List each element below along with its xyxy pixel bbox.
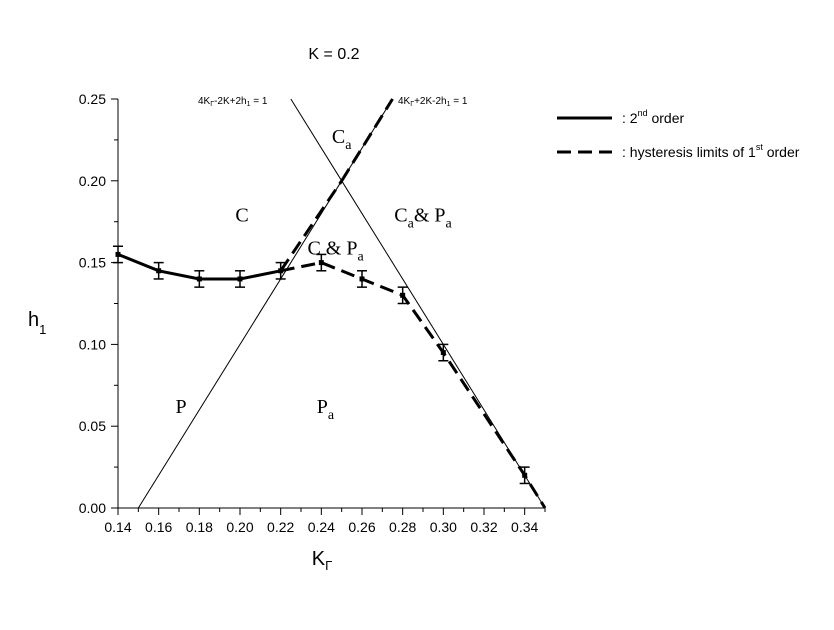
x-tick-label-0.16: 0.16	[145, 519, 172, 535]
series-1st-order-point-1	[357, 270, 367, 288]
line-label-right: 4KΓ+2K-2h1 = 1	[398, 96, 468, 108]
series-1st-order-line-0	[279, 179, 343, 272]
region-label-1: Ca	[332, 126, 352, 153]
x-tick-label-0.32: 0.32	[470, 519, 497, 535]
region-label-5: Pa	[317, 396, 335, 423]
series-1st-order-point-3	[438, 343, 449, 362]
region-label-0: C	[235, 205, 248, 227]
x-tick-label-0.28: 0.28	[389, 519, 416, 535]
x-tick-label-0.30: 0.30	[430, 519, 457, 535]
data-point	[400, 292, 406, 298]
data-point	[318, 260, 324, 266]
y-tick-label-0.10: 0.10	[79, 336, 106, 352]
x-axis-title: KΓ	[312, 548, 333, 573]
legend-entry-0: : 2nd order	[557, 108, 685, 126]
series-2nd-order-point-1	[153, 261, 164, 280]
data-point	[237, 276, 243, 282]
chart-title: K = 0.2	[308, 46, 359, 63]
series-1st-order-point-0	[316, 253, 327, 272]
data-point	[156, 268, 162, 274]
x-tick-label-0.14: 0.14	[104, 519, 131, 535]
data-point	[359, 276, 365, 282]
data-point	[278, 268, 284, 274]
region-label-2: Ca& Pa	[394, 205, 452, 232]
data-point	[440, 350, 446, 356]
data-point	[522, 472, 528, 478]
legend-label-1: : hysteresis limits of 1st order	[622, 142, 800, 160]
region-label-3: C & Pa	[307, 237, 364, 264]
legend-label-0: : 2nd order	[622, 108, 685, 126]
y-tick-label-0.20: 0.20	[79, 173, 106, 189]
series-1st-order-point-2	[397, 286, 408, 305]
series-1st-order-line-1	[340, 98, 394, 182]
y-tick-label-0.15: 0.15	[79, 255, 106, 271]
legend-entry-1: : hysteresis limits of 1st order	[557, 142, 800, 160]
x-tick-label-0.24: 0.24	[308, 519, 335, 535]
region-label-4: P	[175, 396, 186, 418]
series-2nd-order-point-3	[235, 270, 245, 288]
x-tick-label-0.18: 0.18	[186, 519, 213, 535]
y-tick-label-0.25: 0.25	[79, 91, 106, 107]
series-1st-order-line-2	[280, 261, 547, 509]
x-tick-label-0.26: 0.26	[348, 519, 375, 535]
y-axis-title: h1	[28, 309, 46, 337]
data-point	[196, 276, 202, 282]
y-tick-label-0.05: 0.05	[79, 418, 106, 434]
y-tick-label-0.00: 0.00	[79, 500, 106, 516]
series-2nd-order-point-4	[275, 261, 286, 280]
series-2nd-order-point-2	[194, 270, 205, 288]
boundary-line-ext-1	[290, 98, 343, 182]
series-1st-order-point-4	[519, 466, 530, 485]
line-label-left: 4KΓ-2K+2h1 = 1	[198, 96, 268, 108]
x-tick-label-0.22: 0.22	[267, 519, 294, 535]
x-tick-label-0.34: 0.34	[511, 519, 538, 535]
boundary-line-1	[137, 180, 343, 509]
x-tick-label-0.20: 0.20	[226, 519, 253, 535]
